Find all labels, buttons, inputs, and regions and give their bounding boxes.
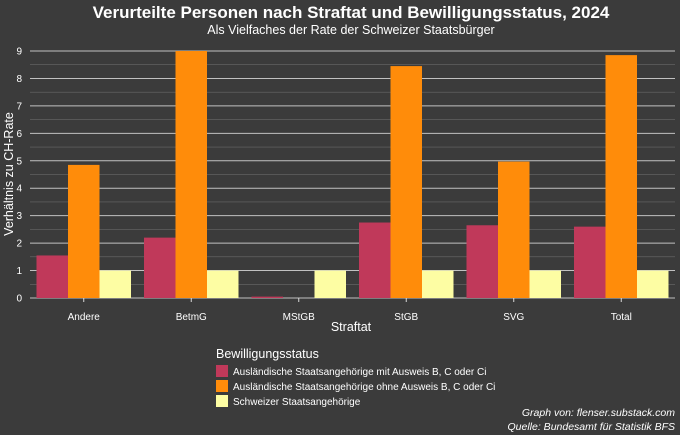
y-tick-label: 4 [16,184,22,195]
x-tick-label: Andere [68,312,101,323]
legend-title: Bewilligungsstatus [216,347,319,361]
bar-total-series-2 [605,55,637,298]
legend-label-2: Ausländische Staatsangehörige ohne Auswe… [233,382,495,393]
x-tick-label: StGB [394,312,418,323]
legend-label-1: Ausländische Staatsangehörige mit Auswei… [233,367,486,378]
bar-svg-series-1 [466,225,498,298]
x-axis-ticks: Andere BetmG MStGB StGB SVG Total [68,298,632,323]
y-tick-label: 5 [16,156,22,167]
legend-swatch-1 [216,365,228,377]
legend: Bewilligungsstatus Ausländische Staatsan… [216,347,495,408]
bar-mstgb-series-1 [251,296,283,298]
bar-stgb-series-3 [422,270,454,298]
legend-label-3: Schweizer Staatsangehörige [233,397,361,408]
bar-betmg-series-3 [207,270,239,298]
bar-mstgb-series-3 [314,270,346,298]
x-axis-title: Straftat [331,320,372,334]
y-tick-label: 6 [16,129,22,140]
bar-total-series-3 [637,270,669,298]
y-tick-label: 3 [16,211,22,222]
bar-betmg-series-1 [144,237,176,298]
bars [36,51,669,298]
y-tick-label: 2 [16,239,22,250]
legend-swatch-3 [216,395,228,407]
y-tick-label: 1 [16,266,22,277]
caption-source: Quelle: Bundesamt für Statistik BFS [508,421,676,433]
bar-andere-series-3 [99,270,131,298]
y-axis-title: Verhältnis zu CH-Rate [2,112,16,236]
y-tick-label: 9 [16,47,22,58]
legend-swatch-2 [216,380,228,392]
gridlines [30,50,675,299]
bar-betmg-series-2 [175,51,207,298]
y-tick-label: 0 [16,294,22,305]
bar-svg-series-2 [498,161,530,298]
y-tick-label: 8 [16,74,22,85]
bar-andere-series-2 [68,164,100,298]
bar-stgb-series-1 [359,222,391,298]
caption-author: Graph von: flenser.substack.com [522,407,675,419]
bar-svg-series-3 [529,270,561,298]
x-tick-label: MStGB [283,312,316,323]
bar-total-series-1 [574,226,606,298]
chart-title: Verurteilte Personen nach Straftat und B… [93,3,610,22]
chart-subtitle: Als Vielfaches der Rate der Schweizer St… [207,23,494,37]
x-tick-label: BetmG [176,312,207,323]
y-tick-label: 7 [16,101,22,112]
bar-andere-series-1 [36,255,68,298]
x-tick-label: Total [611,312,632,323]
y-axis-ticks: 0 1 2 3 4 5 6 7 8 9 [16,47,22,305]
x-tick-label: SVG [503,312,524,323]
bar-stgb-series-2 [390,66,422,298]
